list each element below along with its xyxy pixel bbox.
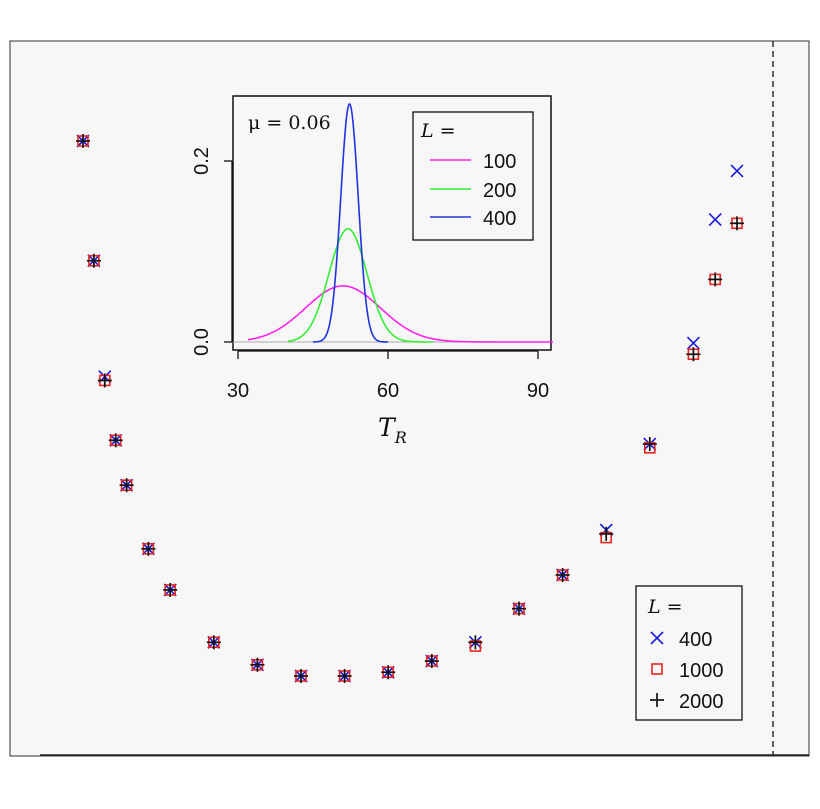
inset-legend-label-1: 200 (483, 180, 516, 202)
main-legend-box (635, 585, 743, 721)
inset-legend-label-0: 100 (483, 151, 516, 173)
inset-x-tick-label: 30 (227, 380, 249, 402)
inset-legend-title: L = (420, 120, 456, 142)
main-legend-title: L = (647, 596, 683, 618)
inset-curves (247, 103, 553, 343)
series-400-point (708, 213, 722, 227)
inset-curve-100 (247, 285, 553, 343)
inset-curve-400 (312, 103, 389, 343)
main-legend: L = 400 1000 2000 (635, 585, 743, 721)
main-legend-marker-x (650, 631, 664, 645)
main-legend-label-0: 400 (679, 629, 712, 651)
inset-y-tick-label: 0.2 (191, 147, 213, 175)
inset-y-axis: 0.0 0.2 (191, 147, 233, 356)
inset-curve-200 (287, 228, 433, 343)
series-400-point (730, 164, 744, 178)
series-400-point (686, 336, 700, 350)
inset-chart: 30 60 90 0.0 0.2 μ = 0.06 TR L = 100 200 40… (191, 95, 553, 447)
main-legend-label-1: 1000 (679, 660, 724, 682)
main-legend-label-2: 2000 (679, 691, 724, 713)
legend-marker-400 (650, 631, 664, 645)
inset-title: μ = 0.06 (248, 112, 331, 134)
inset-x-tick-label: 60 (377, 380, 399, 402)
main-scatter-points (76, 134, 744, 683)
inset-x-label: TR (378, 413, 407, 447)
inset-x-tick-label: 90 (527, 380, 549, 402)
inset-legend-box (412, 111, 534, 241)
inset-legend-label-2: 400 (483, 208, 516, 230)
inset-x-axis: 30 60 90 (227, 350, 549, 402)
main-legend-marker-plus (650, 693, 664, 707)
inset-y-tick-label: 0.0 (191, 328, 213, 356)
main-legend-marker-square (651, 663, 663, 675)
legend-marker-1000 (651, 663, 663, 675)
